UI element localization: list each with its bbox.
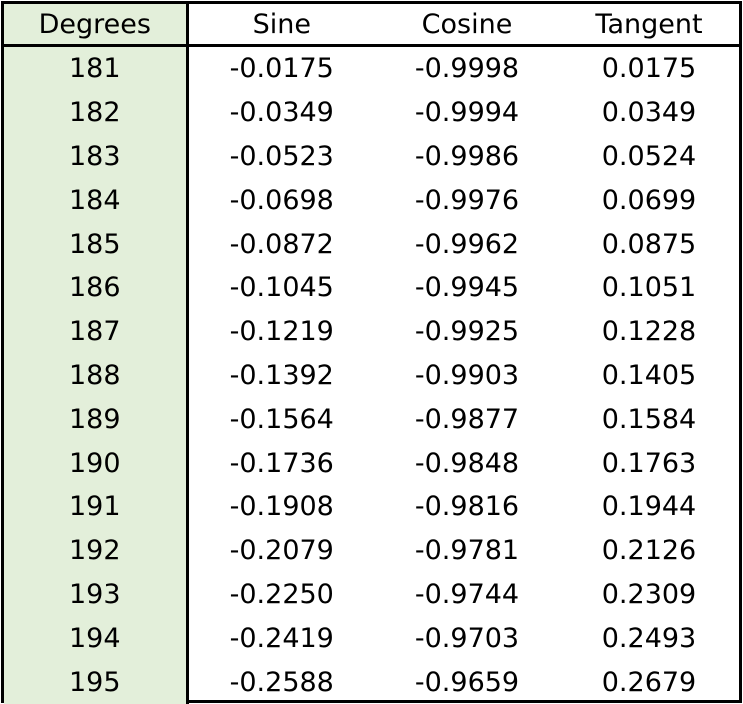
cell-cosine: -0.9703 [414, 622, 520, 654]
cell-cosine: -0.9744 [414, 578, 520, 610]
cell-cosine: -0.9945 [414, 272, 520, 304]
cell-sine: -0.1736 [229, 447, 334, 479]
cell-degrees: 187 [4, 309, 189, 354]
table-row: 188 -0.1392 -0.9903 0.1405 [4, 353, 739, 398]
cell-degrees: 188 [4, 353, 189, 398]
cell-degrees: 183 [4, 134, 189, 179]
cell-tangent: 0.1944 [601, 491, 697, 523]
cell-degrees: 191 [4, 484, 189, 529]
cell-tangent: 0.1405 [601, 359, 697, 391]
cell-sine: -0.1219 [229, 316, 334, 348]
table-body: 181 -0.0175 -0.9998 0.0175 182 -0.0349 -0.9994… [4, 45, 739, 704]
cell-cosine: -0.9659 [414, 666, 520, 698]
table-row: 190 -0.1736 -0.9848 0.1763 [4, 441, 739, 485]
table-row: 181 -0.0175 -0.9998 0.0175 [4, 45, 739, 91]
cell-degrees: 185 [4, 222, 189, 266]
cell-sine: -0.2588 [229, 666, 334, 698]
table-row: 186 -0.1045 -0.9945 0.1051 [4, 265, 739, 310]
cell-degrees: 192 [4, 528, 189, 573]
cell-tangent: 0.0175 [601, 53, 697, 85]
cell-sine: -0.1908 [229, 491, 334, 523]
table-row: 189 -0.1564 -0.9877 0.1584 [4, 397, 739, 442]
cell-cosine: -0.9962 [414, 228, 520, 260]
cell-cosine: -0.9816 [414, 491, 520, 523]
cell-tangent: 0.2309 [601, 578, 697, 610]
cell-tangent: 0.1584 [601, 403, 697, 435]
cell-cosine: -0.9925 [414, 316, 520, 348]
cell-tangent: 0.2679 [601, 666, 697, 698]
cell-sine: -0.0175 [229, 53, 334, 85]
cell-degrees: 193 [4, 572, 189, 617]
table-row: 193 -0.2250 -0.9744 0.2309 [4, 572, 739, 617]
cell-cosine: -0.9986 [414, 140, 520, 172]
cell-tangent: 0.0349 [601, 97, 697, 129]
cell-cosine: -0.9994 [414, 97, 520, 129]
header-row: Degrees Sine Cosine Tangent [4, 4, 739, 47]
cell-sine: -0.1392 [229, 359, 334, 391]
cell-degrees: 189 [4, 397, 189, 442]
cell-tangent: 0.1228 [601, 316, 697, 348]
cell-sine: -0.0523 [229, 140, 334, 172]
cell-degrees: 186 [4, 265, 189, 310]
cell-tangent: 0.0875 [601, 228, 697, 260]
cell-sine: -0.2250 [229, 578, 334, 610]
table-row: 194 -0.2419 -0.9703 0.2493 [4, 616, 739, 661]
cell-sine: -0.2079 [229, 535, 334, 567]
cell-degrees: 182 [4, 90, 189, 135]
cell-sine: -0.1564 [229, 403, 334, 435]
cell-cosine: -0.9848 [414, 447, 520, 479]
cell-cosine: -0.9877 [414, 403, 520, 435]
cell-sine: -0.1045 [229, 272, 334, 304]
cell-cosine: -0.9976 [414, 184, 520, 216]
table-row: 187 -0.1219 -0.9925 0.1228 [4, 309, 739, 354]
table-row: 182 -0.0349 -0.9994 0.0349 [4, 90, 739, 135]
table-row: 184 -0.0698 -0.9976 0.0699 [4, 178, 739, 223]
header-degrees: Degrees [4, 4, 189, 47]
cell-cosine: -0.9903 [414, 359, 520, 391]
header-tangent: Tangent [559, 4, 739, 47]
cell-degrees: 194 [4, 616, 189, 661]
cell-sine: -0.2419 [229, 622, 334, 654]
table-row: 191 -0.1908 -0.9816 0.1944 [4, 484, 739, 529]
cell-degrees: 195 [4, 660, 189, 704]
header-cosine: Cosine [375, 4, 559, 47]
trig-table: Degrees Sine Cosine Tangent 181 -0.0175 -0… [4, 4, 739, 704]
cell-sine: -0.0349 [229, 97, 334, 129]
cell-tangent: 0.0524 [601, 140, 697, 172]
cell-sine: -0.0698 [229, 184, 334, 216]
table-row: 192 -0.2079 -0.9781 0.2126 [4, 528, 739, 573]
cell-tangent: 0.2493 [601, 622, 697, 654]
cell-degrees: 181 [4, 45, 189, 91]
header-sine: Sine [187, 4, 375, 47]
cell-tangent: 0.1051 [601, 272, 697, 304]
cell-tangent: 0.1763 [601, 447, 697, 479]
cell-cosine: -0.9781 [414, 535, 520, 567]
cell-tangent: 0.2126 [601, 535, 697, 567]
table-row: 183 -0.0523 -0.9986 0.0524 [4, 134, 739, 179]
cell-tangent: 0.0699 [601, 184, 697, 216]
cell-degrees: 184 [4, 178, 189, 223]
cell-degrees: 190 [4, 441, 189, 485]
cell-cosine: -0.9998 [414, 53, 520, 85]
cell-sine: -0.0872 [229, 228, 334, 260]
table-row: 195 -0.2588 -0.9659 0.2679 [4, 660, 739, 704]
table-row: 185 -0.0872 -0.9962 0.0875 [4, 222, 739, 266]
